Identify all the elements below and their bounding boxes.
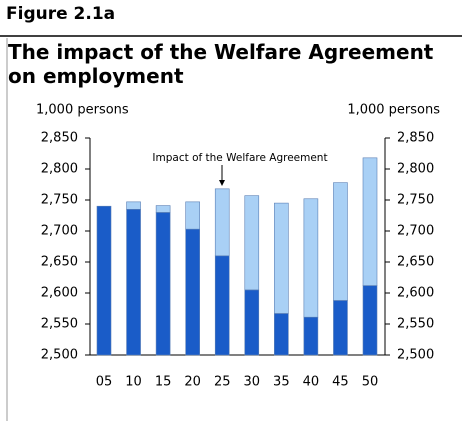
- bar-segment: [362, 157, 378, 286]
- x-tick-label: 40: [303, 375, 320, 390]
- x-tick-label: 05: [96, 375, 113, 390]
- y2-tick-label: 2,700: [397, 224, 434, 239]
- bar-segment: [303, 316, 319, 356]
- y2-tick-label: 2,550: [397, 317, 434, 332]
- x-tick-label: 15: [155, 375, 172, 390]
- bar-segment: [244, 289, 260, 356]
- annotation: Impact of the Welfare Agreement: [152, 152, 327, 164]
- bar-segment: [274, 202, 289, 314]
- bar-segment: [274, 313, 289, 356]
- bar-segment: [185, 228, 200, 356]
- y-tick-label: 2,800: [41, 162, 78, 177]
- y2-tick-label: 2,650: [397, 255, 434, 270]
- x-tick-label: 50: [362, 375, 379, 390]
- y-tick-label: 2,700: [41, 224, 78, 239]
- y-tick-label: 2,500: [41, 348, 78, 363]
- bar-segment: [126, 209, 141, 356]
- figure-label: Figure 2.1a: [6, 4, 116, 24]
- x-tick-label: 20: [184, 375, 201, 390]
- bar-segment: [96, 205, 112, 356]
- y2-tick-label: 2,850: [397, 131, 434, 146]
- bar-segment: [155, 205, 171, 213]
- y-axis-label: 1,000 persons: [36, 103, 129, 118]
- y2-tick-label: 2,750: [397, 193, 434, 208]
- y-tick-label: 2,600: [41, 286, 78, 301]
- y2-axis-label: 1,000 persons: [347, 103, 440, 118]
- x-tick-label: 30: [244, 375, 261, 390]
- x-tick-label: 35: [273, 375, 290, 390]
- bar-segment: [303, 198, 319, 318]
- x-tick-label: 10: [125, 375, 142, 390]
- y2-tick-label: 2,800: [397, 162, 434, 177]
- bar-segment: [126, 201, 141, 210]
- bar-segment: [185, 201, 200, 230]
- bar-segment: [333, 182, 348, 301]
- y-tick-label: 2,550: [41, 317, 78, 332]
- y-tick-label: 2,750: [41, 193, 78, 208]
- y2-tick-label: 2,600: [397, 286, 434, 301]
- bar-segment: [155, 212, 171, 356]
- y-tick-label: 2,850: [41, 131, 78, 146]
- x-tick-label: 45: [332, 375, 349, 390]
- chart-title: The impact of the Welfare Agreement on e…: [8, 40, 434, 88]
- y2-tick-label: 2,500: [397, 348, 434, 363]
- bar-segment: [362, 285, 378, 356]
- bar-segment: [333, 300, 348, 356]
- annotation-arrowhead: [219, 180, 225, 186]
- y-tick-label: 2,650: [41, 255, 78, 270]
- x-tick-label: 25: [214, 375, 231, 390]
- bar-segment: [214, 255, 230, 356]
- bar-segment: [214, 188, 230, 257]
- bar-segment: [244, 195, 260, 291]
